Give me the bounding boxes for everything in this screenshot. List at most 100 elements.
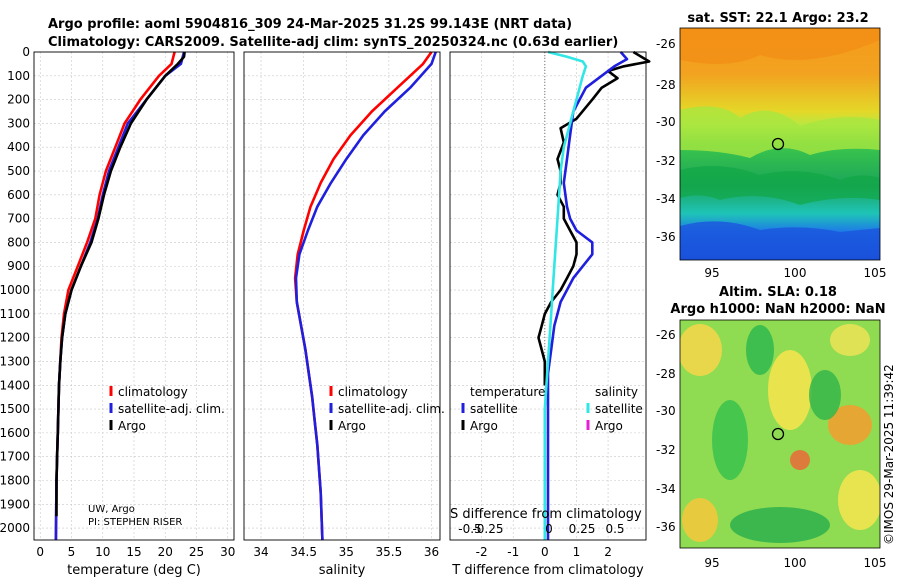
credit-line-2: PI: STEPHEN RISER bbox=[88, 517, 182, 528]
y-tick-label: 1200 bbox=[0, 331, 30, 345]
sla-ytick: -26 bbox=[656, 328, 676, 342]
legend-t-argo: Argo bbox=[470, 419, 498, 433]
axes-frame bbox=[243, 51, 441, 541]
difference-panel: -2 -1 0 1 2 T difference from climatology bbox=[449, 50, 651, 578]
y-tick-label: 1800 bbox=[0, 473, 30, 487]
legend-argo: Argo bbox=[338, 419, 366, 433]
legend-t-satellite: satellite bbox=[470, 402, 518, 416]
sst-warm-patch bbox=[680, 28, 880, 64]
x-tick-label: 34 bbox=[253, 545, 268, 559]
x-tick-label: 20 bbox=[158, 545, 173, 559]
y-tick-label: 1100 bbox=[0, 307, 30, 321]
x-tick-label: -1 bbox=[507, 545, 519, 559]
series-line-t-satellite bbox=[546, 51, 629, 540]
series-line-climatology bbox=[54, 51, 176, 541]
y-tick-label: 1900 bbox=[0, 497, 30, 511]
sla-map bbox=[680, 320, 880, 548]
sla-ytick: -36 bbox=[656, 520, 676, 534]
sla-map-title-2: Argo h1000: NaN h2000: NaN bbox=[670, 302, 885, 317]
series-line-s-satellite bbox=[543, 50, 588, 540]
series-line-t-argo bbox=[537, 50, 651, 386]
x-tick-label: 35.5 bbox=[376, 545, 403, 559]
sst-ytick: -36 bbox=[656, 230, 676, 244]
x-tick-label: 5 bbox=[68, 545, 76, 559]
legend-climatology: climatology bbox=[338, 385, 408, 399]
legend-argo: Argo bbox=[118, 419, 146, 433]
legend-salinity-heading: salinity bbox=[595, 385, 638, 399]
sla-xtick: 95 bbox=[704, 556, 719, 570]
legend-s-satellite: satellite bbox=[595, 402, 643, 416]
imos-watermark: ©IMOS 29-Mar-2025 11:39:42 bbox=[882, 364, 896, 545]
title-line-2: Climatology: CARS2009. Satellite-adj cli… bbox=[48, 35, 618, 50]
y-tick-label: 0 bbox=[22, 45, 30, 59]
sla-ytick-labels: -26 -28 -30 -32 -34 -36 bbox=[656, 328, 676, 534]
sla-high bbox=[830, 324, 870, 356]
s-tick: 0.25 bbox=[569, 522, 596, 536]
x-tick-label: 36 bbox=[424, 545, 439, 559]
x-tick-label: 10 bbox=[95, 545, 110, 559]
sla-argo-marker bbox=[771, 427, 785, 441]
sst-xtick: 100 bbox=[784, 266, 807, 280]
x-axis-label: T difference from climatology bbox=[451, 563, 644, 578]
sst-map-title: sat. SST: 22.1 Argo: 23.2 bbox=[687, 11, 868, 26]
y-tick-label: 1400 bbox=[0, 378, 30, 392]
y-tick-label: 500 bbox=[7, 164, 30, 178]
x-tick-label: -2 bbox=[476, 545, 488, 559]
y-tick-label: 800 bbox=[7, 235, 30, 249]
sst-ytick: -28 bbox=[656, 78, 676, 92]
legend-s-argo: Argo bbox=[595, 419, 623, 433]
sla-high bbox=[682, 498, 718, 542]
y-tick-label: 1300 bbox=[0, 354, 30, 368]
sst-green-band bbox=[680, 166, 880, 205]
sst-xtick-labels: 95 100 105 bbox=[704, 266, 886, 280]
y-tick-label: 900 bbox=[7, 259, 30, 273]
s-tick: -0.5 bbox=[458, 522, 481, 536]
y-tick-label: 1600 bbox=[0, 426, 30, 440]
title-line-1: Argo profile: aoml 5904816_309 24-Mar-20… bbox=[48, 17, 572, 32]
x-tick-label: 34.5 bbox=[290, 545, 317, 559]
axes-frame bbox=[449, 51, 647, 541]
s-tick: 0 bbox=[545, 522, 553, 536]
salinity-legend: climatology satellite-adj. clim. Argo bbox=[329, 385, 445, 433]
sst-ytick-labels: -26 -28 -30 -32 -34 -36 bbox=[656, 37, 676, 244]
x-tick-label: 1 bbox=[573, 545, 581, 559]
x-tick-label: 0 bbox=[36, 545, 44, 559]
sla-map-frame bbox=[679, 319, 881, 549]
series-line-climatology bbox=[293, 51, 433, 541]
legend-satellite: satellite-adj. clim. bbox=[338, 402, 445, 416]
sst-ytick: -34 bbox=[656, 192, 676, 206]
x-tick-label: 25 bbox=[189, 545, 204, 559]
s-difference-label: S difference from climatology bbox=[450, 507, 642, 522]
legend-satellite: satellite-adj. clim. bbox=[118, 402, 225, 416]
x-axis-label: temperature (deg C) bbox=[67, 563, 201, 578]
sla-xtick: 105 bbox=[864, 556, 887, 570]
y-tick-label: 400 bbox=[7, 140, 30, 154]
difference-legend: temperature satellite Argo salinity sate… bbox=[461, 385, 643, 433]
sst-argo-marker bbox=[771, 137, 785, 151]
sst-ytick: -32 bbox=[656, 154, 676, 168]
sla-low bbox=[730, 507, 830, 543]
sst-cold-band bbox=[680, 221, 880, 260]
legend-climatology: climatology bbox=[118, 385, 188, 399]
sla-xtick: 100 bbox=[784, 556, 807, 570]
temperature-panel: 0 5 10 15 20 25 300100200300400500600700800900… bbox=[0, 45, 235, 578]
x-tick-label: 30 bbox=[220, 545, 235, 559]
x-tick-label: 35 bbox=[339, 545, 354, 559]
sla-high bbox=[768, 350, 812, 430]
sla-ytick: -32 bbox=[656, 443, 676, 457]
y-tick-label: 200 bbox=[7, 93, 30, 107]
sst-map bbox=[680, 28, 880, 260]
sst-ytick: -26 bbox=[656, 37, 676, 51]
sla-high bbox=[680, 324, 722, 376]
y-tick-label: 2000 bbox=[0, 521, 30, 535]
sla-high bbox=[838, 470, 880, 530]
x-axis-label: salinity bbox=[319, 563, 366, 578]
sst-warm-band bbox=[680, 106, 880, 158]
s-tick: 0.5 bbox=[605, 522, 624, 536]
y-tick-label: 300 bbox=[7, 116, 30, 130]
y-tick-label: 1000 bbox=[0, 283, 30, 297]
sla-ytick: -28 bbox=[656, 367, 676, 381]
sst-xtick: 95 bbox=[704, 266, 719, 280]
sst-ytick: -30 bbox=[656, 115, 676, 129]
sla-low bbox=[809, 370, 841, 420]
